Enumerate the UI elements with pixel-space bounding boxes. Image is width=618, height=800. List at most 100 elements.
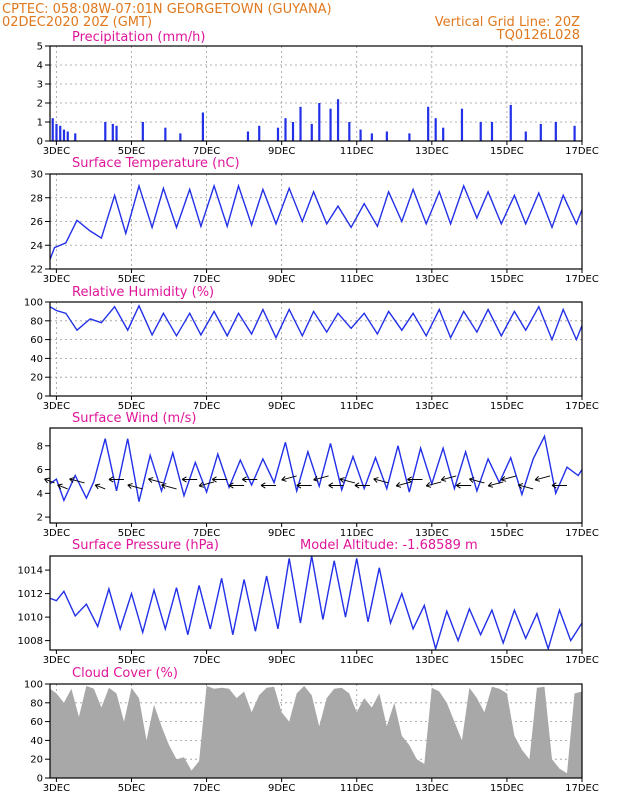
precip-ytick-label: 1: [37, 118, 43, 129]
precip-bar: [490, 122, 494, 141]
precip-bar: [111, 123, 114, 141]
precip-bar: [385, 131, 388, 141]
precip-bar: [51, 118, 54, 141]
temp-xtick-label: 13DEC: [415, 274, 449, 285]
wind-vector-arrow: [127, 483, 143, 490]
wind-frame: [49, 427, 583, 524]
humidity-xtick-label: 11DEC: [340, 401, 374, 412]
wind-vector-arrow: [69, 477, 85, 484]
cloud-xtick-label: 15DEC: [490, 783, 524, 794]
precip-ytick-label: 0: [37, 137, 43, 148]
humidity-xtick-label: 17DEC: [565, 401, 599, 412]
wind-xtick-label: 7DEC: [193, 528, 220, 539]
precip-panel: 0 1 2 3 4 5 3DEC 5DEC 7DEC 9DEC 11DEC 13DEC 15DEC 17D…: [37, 42, 599, 158]
cloud-ytick-label: 20: [30, 755, 43, 766]
wind-vector-arrow: [487, 481, 504, 488]
temp-xtick-label: 3DEC: [43, 274, 70, 285]
humidity-xtick-label: 7DEC: [193, 401, 220, 412]
precip-bar: [164, 127, 167, 141]
cloud-xtick-label: 17DEC: [565, 783, 599, 794]
precip-ytick-label: 4: [37, 61, 43, 72]
cloud-xtick-label: 7DEC: [193, 783, 220, 794]
wind-vector-arrow: [425, 481, 442, 488]
pressure-panel: 1008 1010 1012 1014 3DEC 5DEC 7DEC 9DEC 11DEC 13D…: [18, 555, 599, 666]
wind-vector-arrow: [108, 476, 124, 483]
pressure-ytick-label: 1010: [18, 613, 43, 624]
pressure-xtick-label: 15DEC: [490, 655, 524, 666]
temp-panel: 22 24 26 28 30 3DEC 5DEC 7DEC 9DEC 11DEC 13DEC 15DE…: [30, 170, 599, 286]
precip-bar: [179, 133, 182, 141]
precip-bar: [539, 123, 542, 141]
temp-xtick-label: 7DEC: [193, 274, 220, 285]
temp-ytick-label: 30: [30, 170, 43, 181]
wind-vector-arrow: [296, 482, 312, 489]
precip-xtick-label: 7DEC: [193, 146, 220, 157]
humidity-xtick-label: 13DEC: [415, 401, 449, 412]
temp-title: Surface Temperature (nC): [72, 156, 240, 171]
precip-frame: [49, 45, 583, 142]
wind-vector-arrow: [281, 475, 297, 482]
precip-bar: [348, 122, 351, 141]
wind-xtick-label: 13DEC: [415, 528, 449, 539]
wind-vector-arrow: [57, 483, 68, 490]
pressure-xtick-label: 9DEC: [268, 655, 295, 666]
wind-vector-arrow: [455, 482, 472, 489]
pressure-xtick-label: 3DEC: [43, 655, 70, 666]
precip-bar: [479, 122, 482, 141]
wind-vector-arrow: [260, 482, 277, 489]
pressure-ytick-label: 1012: [18, 589, 43, 600]
wind-ytick-label: 2: [37, 513, 43, 524]
cloud-xtick-label: 11DEC: [340, 783, 374, 794]
precip-xtick-label: 15DEC: [490, 146, 524, 157]
precip-bar: [318, 103, 321, 141]
precip-ytick-label: 2: [37, 99, 43, 110]
wind-vector-arrow: [148, 477, 164, 484]
precip-bar: [460, 108, 464, 141]
precip-bar: [310, 123, 313, 141]
temp-ytick-label: 26: [30, 217, 43, 228]
precip-bar: [201, 112, 205, 141]
precip-bar: [291, 122, 295, 141]
wind-vector-arrow: [339, 477, 355, 484]
precip-bar: [59, 125, 62, 141]
temp-xtick-label: 15DEC: [490, 274, 524, 285]
precip-title: Precipitation (mm/h): [72, 30, 205, 45]
wind-xtick-label: 15DEC: [490, 528, 524, 539]
pressure-line: [50, 556, 582, 650]
cloud-area: [50, 685, 582, 778]
wind-vector-arrow: [211, 476, 228, 483]
humidity-ytick-label: 60: [30, 335, 43, 346]
pressure-xtick-label: 11DEC: [340, 655, 374, 666]
wind-vector-arrow: [440, 475, 457, 482]
humidity-title: Relative Humidity (%): [72, 285, 214, 300]
humidity-ytick-label: 20: [30, 373, 43, 384]
cloud-xtick-label: 3DEC: [43, 783, 70, 794]
precip-bar: [573, 125, 576, 141]
pressure-xtick-label: 17DEC: [565, 655, 599, 666]
wind-vector-arrow: [241, 476, 258, 483]
precip-bar: [524, 131, 527, 141]
precip-bar: [336, 99, 340, 141]
cloud-xtick-label: 5DEC: [118, 783, 145, 794]
precip-bar: [115, 125, 118, 141]
pressure-title: Surface Pressure (hPa): [72, 538, 219, 553]
humidity-panel: 0 20 40 60 80 100 3DEC 5DEC 7DEC 9DEC 11DEC 13DEC 15…: [24, 298, 599, 413]
precip-bar: [276, 127, 280, 141]
wind-ytick-label: 6: [37, 465, 43, 476]
header-model-code: TQ0126L028: [496, 28, 580, 43]
wind-vector-arrow: [228, 482, 245, 489]
cloud-title: Cloud Cover (%): [72, 666, 178, 681]
temp-ytick-label: 24: [30, 241, 43, 252]
humidity-xtick-label: 5DEC: [118, 401, 145, 412]
wind-vector-arrow: [407, 476, 423, 483]
wind-vector-arrow: [551, 482, 567, 489]
humidity-ytick-label: 100: [24, 298, 43, 309]
precip-bar: [258, 125, 261, 141]
wind-vector-arrow: [328, 482, 344, 489]
wind-panel: 2 4 6 8 3DEC 5DEC 7DEC 9DEC 11DEC 13DEC 15DEC 17DEC: [37, 427, 599, 539]
pressure-xtick-label: 13DEC: [415, 655, 449, 666]
precip-bar: [104, 122, 107, 141]
cloud-xtick-label: 13DEC: [415, 783, 449, 794]
precip-bar: [55, 123, 58, 141]
